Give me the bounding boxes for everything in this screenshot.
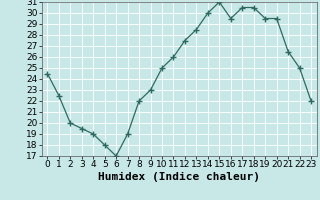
X-axis label: Humidex (Indice chaleur): Humidex (Indice chaleur)	[98, 172, 260, 182]
